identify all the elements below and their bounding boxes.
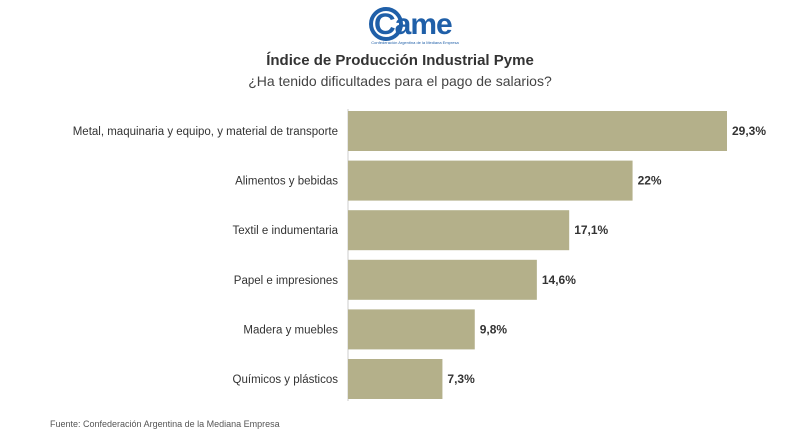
chart-title: Índice de Producción Industrial Pyme: [266, 52, 534, 69]
data-label: 7,3%: [447, 372, 475, 386]
bar-4: [348, 309, 475, 350]
bar-5: [348, 359, 443, 399]
source-note: Fuente: Confederación Argentina de la Me…: [50, 419, 280, 429]
bar-1: [348, 160, 633, 201]
data-label: 29,3%: [732, 124, 766, 138]
category-label: Químicos y plásticos: [233, 374, 339, 386]
chart-subtitle: ¿Ha tenido dificultades para el pago de …: [248, 73, 552, 89]
bar-2: [348, 210, 570, 251]
came-logo: [369, 7, 403, 41]
data-label: 22%: [638, 174, 662, 188]
data-label: 9,8%: [480, 322, 508, 336]
data-label: 17,1%: [574, 223, 608, 237]
bar-0: [348, 111, 727, 151]
category-label: Madera y muebles: [243, 324, 338, 336]
category-label: Textil e indumentaria: [233, 225, 339, 237]
data-label: 14,6%: [542, 273, 576, 287]
logo-text: Came: [374, 8, 453, 41]
logo-tagline: Confederación Argentina de la Mediana Em…: [371, 40, 459, 45]
category-label: Metal, maquinaria y equipo, y material d…: [73, 126, 338, 138]
category-label: Papel e impresiones: [234, 275, 338, 287]
bar-3: [348, 259, 537, 300]
category-label: Alimentos y bebidas: [235, 176, 338, 188]
